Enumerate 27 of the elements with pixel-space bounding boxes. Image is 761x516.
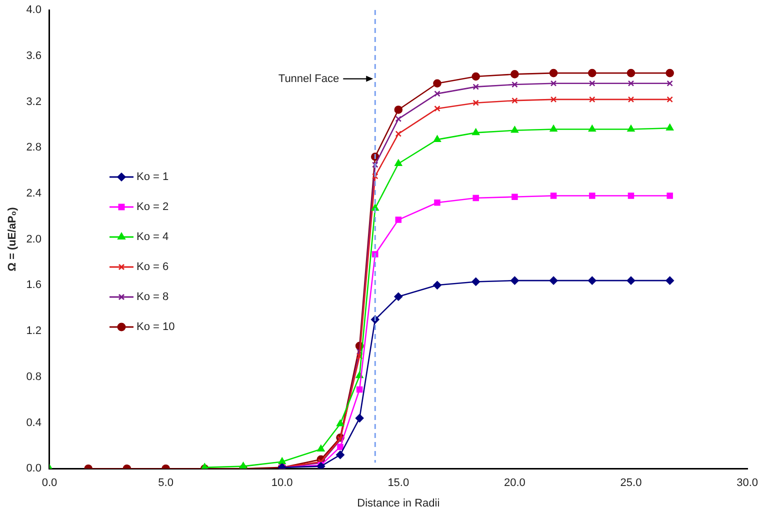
y-tick-label: 0.8 xyxy=(26,370,42,383)
ref-line-label: Tunnel Face xyxy=(278,72,340,85)
y-tick-label: 3.6 xyxy=(26,50,42,62)
x-tick-label: 10.0 xyxy=(271,477,293,490)
y-axis-title: Ω = (uE/aP₀) xyxy=(6,206,19,272)
y-tick-label: 2.4 xyxy=(26,187,42,200)
x-tick-label: 5.0 xyxy=(158,477,174,490)
y-tick-label: 4.0 xyxy=(26,4,42,16)
y-tick-label: 0.4 xyxy=(26,416,42,429)
y-tick-label: 2.8 xyxy=(26,142,42,154)
x-tick-label: 20.0 xyxy=(504,477,526,490)
y-tick-label: 2.0 xyxy=(26,233,42,246)
x-tick-label: 0.0 xyxy=(42,477,58,490)
legend-label: Ko = 4 xyxy=(136,231,169,244)
legend-label: Ko = 10 xyxy=(136,321,175,334)
y-tick-label: 1.2 xyxy=(26,325,42,338)
legend-label: Ko = 1 xyxy=(136,171,169,184)
legend-label: Ko = 8 xyxy=(136,291,169,304)
x-tick-label: 25.0 xyxy=(620,477,642,490)
x-axis-title: Distance in Radii xyxy=(357,497,440,510)
x-tick-label: 15.0 xyxy=(388,477,410,490)
legend-label: Ko = 6 xyxy=(136,261,169,274)
y-tick-label: 0.0 xyxy=(26,462,42,475)
x-tick-label: 30.0 xyxy=(736,477,758,490)
y-tick-label: 1.6 xyxy=(26,279,42,292)
legend-label: Ko = 2 xyxy=(136,201,169,214)
y-tick-label: 3.2 xyxy=(26,96,42,108)
